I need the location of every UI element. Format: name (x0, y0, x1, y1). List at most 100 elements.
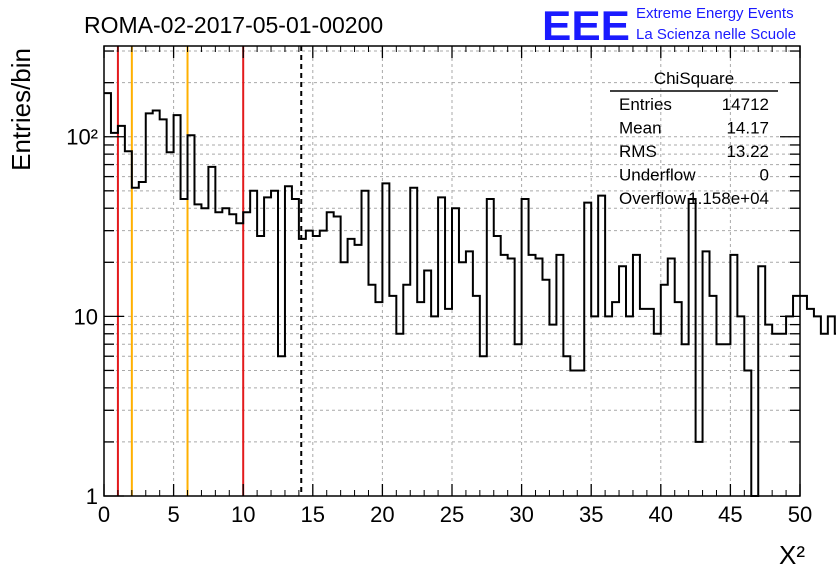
histogram-bin (654, 334, 661, 496)
histogram-outline (104, 92, 836, 497)
histogram-bin (744, 370, 751, 496)
x-tick-label: 20 (370, 502, 394, 527)
histogram-bin (668, 258, 675, 496)
histogram-bin (542, 280, 549, 496)
stats-row-value: 14.17 (726, 119, 769, 138)
histogram-bin (682, 344, 689, 496)
histogram-bin (396, 334, 403, 496)
y-axis-title: Entries/bin (6, 48, 36, 171)
histogram-bin (417, 302, 424, 496)
x-tick-label: 35 (579, 502, 603, 527)
histogram-bin (584, 203, 591, 496)
histogram-bin (355, 245, 362, 496)
histogram-bin (132, 188, 139, 496)
histogram-bin (605, 316, 612, 496)
histogram-bin (619, 266, 626, 496)
histogram-bin (362, 191, 369, 496)
eee-logo: EEE Extreme Energy Events La Scienza nel… (542, 2, 796, 49)
stats-row-label: RMS (619, 142, 657, 161)
y-tick-label: 10 (74, 304, 98, 329)
histogram-bin (320, 231, 327, 496)
histogram-bin (522, 199, 529, 496)
histogram-bin (487, 199, 494, 496)
histogram-bin (348, 239, 355, 496)
eee-logo-mark: EEE (542, 2, 630, 49)
histogram-bin (626, 316, 633, 496)
histogram-bin (661, 285, 668, 496)
histogram-bin (786, 316, 793, 496)
histogram-bin (814, 316, 821, 496)
histogram-bin (313, 236, 320, 496)
histogram-bin (710, 296, 717, 496)
histogram-bin (640, 309, 647, 496)
histogram-bin (403, 285, 410, 496)
histogram-bin (201, 208, 208, 496)
histogram-bin (188, 135, 195, 496)
histogram-bin (292, 199, 299, 496)
histogram-bin (529, 255, 536, 496)
histogram-bin (737, 316, 744, 496)
x-tick-label: 45 (718, 502, 742, 527)
histogram-bin (243, 212, 250, 496)
histogram-bin (480, 356, 487, 496)
histogram-bin (730, 255, 737, 496)
histogram-bin (431, 316, 438, 496)
histogram-bin (257, 236, 264, 496)
histogram-bin (647, 309, 654, 496)
histogram-bin (716, 344, 723, 496)
histogram-bin (452, 208, 459, 496)
histogram-bin (800, 296, 807, 496)
histogram-bin (438, 197, 445, 496)
stats-row-value: 0 (760, 166, 769, 185)
histogram-bin (250, 191, 257, 496)
stats-box: ChiSquare Entries 14712 Mean 14.17 RMS 13.22 U… (610, 69, 778, 208)
stats-row-value: 14712 (722, 95, 769, 114)
histogram-bin (515, 344, 522, 496)
histogram-bin (696, 442, 703, 496)
x-tick-label: 0 (98, 502, 110, 527)
x-axis-title: X² (779, 540, 805, 570)
y-tick-label: 1 (86, 484, 98, 509)
histogram-bin (334, 216, 341, 496)
histogram-bin (375, 302, 382, 496)
histogram-bin (758, 266, 765, 496)
histogram-bin (633, 255, 640, 496)
histogram-bin (466, 251, 473, 496)
histogram-bin (508, 258, 515, 496)
histogram-bin (368, 285, 375, 496)
histogram-bin (703, 251, 710, 496)
histogram-bin (382, 183, 389, 496)
histogram-bin (285, 186, 292, 496)
y-tick-label: 10² (66, 125, 98, 150)
histogram-bin (570, 370, 577, 496)
x-tick-label: 50 (788, 502, 812, 527)
histogram-bin (181, 199, 188, 496)
histogram-bin (779, 334, 786, 496)
x-tick-label: 15 (301, 502, 325, 527)
stats-row-label: Overflow (619, 189, 687, 208)
histogram-bin (264, 197, 271, 496)
histogram-bin (536, 258, 543, 496)
histogram-bin (577, 370, 584, 496)
histogram-bin (146, 113, 153, 496)
histogram-bin (772, 334, 779, 496)
histogram-bin (139, 182, 146, 496)
histogram-bin (208, 167, 215, 496)
histogram-bin (612, 302, 619, 496)
stats-row-label: Mean (619, 119, 662, 138)
histogram-bin (765, 325, 772, 496)
histogram-bin (821, 334, 828, 496)
histogram-bin (689, 199, 696, 496)
x-tick-label: 25 (440, 502, 464, 527)
histogram-bin (793, 296, 800, 496)
x-tick-label: 5 (167, 502, 179, 527)
histogram-bin (215, 212, 222, 496)
stats-row-label: Underflow (619, 166, 696, 185)
histogram-bin (556, 255, 563, 496)
histogram-bin (445, 309, 452, 496)
eee-logo-line2: La Scienza nelle Scuole (636, 26, 796, 43)
x-tick-label: 30 (509, 502, 533, 527)
histogram-bin (389, 296, 396, 496)
histogram-bin (591, 316, 598, 496)
